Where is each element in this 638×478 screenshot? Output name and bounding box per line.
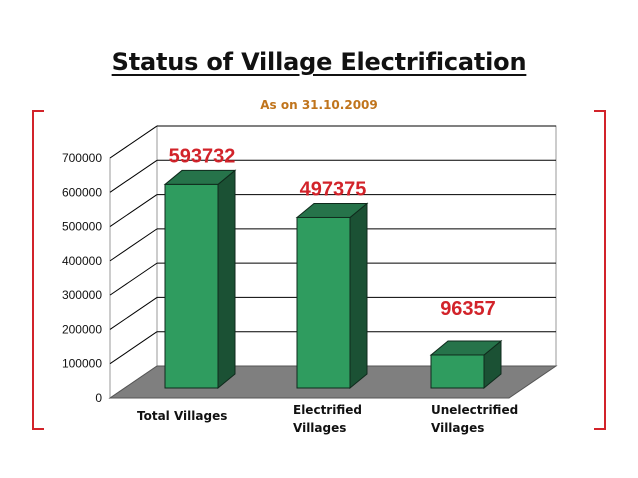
y-tick-label: 600000 — [62, 185, 102, 199]
x-category-label: Electrified — [293, 403, 362, 417]
bar-side — [349, 202, 368, 390]
x-axis-categories: Total Villages Electrified Villages Unelect… — [137, 403, 518, 435]
y-tick-label: 100000 — [62, 357, 102, 371]
y-tick-label: 0 — [95, 391, 102, 405]
gridline-side — [109, 159, 158, 193]
data-label: 96357 — [440, 298, 496, 320]
data-labels: 593732 497375 96357 — [169, 145, 496, 320]
y-tick-label: 500000 — [62, 220, 102, 234]
y-tick-label: 300000 — [62, 288, 102, 302]
gridline-side — [109, 297, 158, 330]
y-axis-ticks: 0 100000 200000 300000 400000 500000 600000 700… — [62, 151, 102, 405]
y-tick-label: 400000 — [62, 254, 102, 268]
y-tick-label: 200000 — [62, 322, 102, 336]
gridline-side — [109, 194, 158, 227]
x-category-label: Villages — [293, 421, 346, 435]
data-label: 593732 — [169, 145, 236, 167]
gridline-side — [109, 331, 158, 365]
bar — [164, 183, 219, 389]
bar-side — [217, 169, 236, 390]
left-bracket-decoration — [32, 110, 44, 430]
side-wall — [109, 125, 158, 399]
bar — [430, 354, 485, 389]
bars — [163, 169, 503, 390]
x-category-label: Unelectrified — [431, 403, 518, 417]
x-category-label: Total Villages — [137, 409, 227, 423]
chart-subtitle: As on 31.10.2009 — [260, 98, 378, 112]
bar — [296, 216, 351, 389]
gridline-side — [109, 228, 158, 262]
x-category-label: Villages — [431, 421, 484, 435]
chart-title: Status of Village Electrification — [111, 48, 527, 76]
data-label: 497375 — [300, 178, 367, 200]
gridline-side — [109, 125, 158, 159]
gridline-side — [109, 262, 158, 296]
y-tick-label: 700000 — [62, 151, 102, 165]
right-bracket-decoration — [594, 110, 606, 430]
